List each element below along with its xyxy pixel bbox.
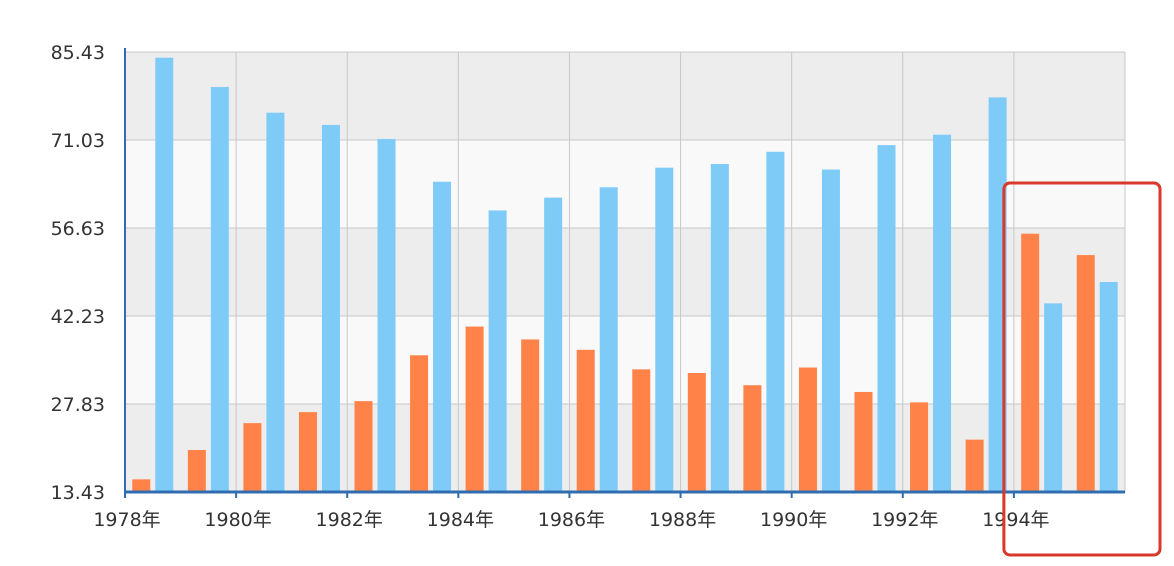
axes (124, 48, 1125, 498)
y-tick-label: 13.43 (51, 482, 105, 504)
x-tick-label: 1988年 (649, 509, 716, 531)
bar (155, 57, 174, 492)
bar (433, 181, 452, 492)
bar (187, 450, 206, 492)
bar (743, 385, 762, 492)
bar (1044, 303, 1063, 492)
highlight-rectangle (1002, 181, 1162, 557)
plot-band (125, 140, 1125, 228)
plot-band (125, 228, 1125, 316)
y-tick-label: 85.43 (51, 42, 105, 64)
bar (877, 145, 896, 493)
plot-band (125, 316, 1125, 404)
bar (354, 401, 373, 492)
y-tick-label: 56.63 (51, 218, 105, 240)
x-tick-label: 1980年 (204, 509, 271, 531)
x-tick-label: 1986年 (538, 509, 605, 531)
bar (1021, 233, 1040, 492)
bar (1099, 281, 1118, 492)
bar (910, 402, 929, 492)
x-tick-label: 1982年 (316, 509, 383, 531)
bar (210, 87, 229, 493)
plot-band (125, 404, 1125, 492)
x-tick-labels: 1978年 1980年 1982年 1984年 1986年 1988年 1990年 1992年… (93, 509, 1049, 531)
bar (798, 367, 817, 492)
bar (132, 479, 151, 492)
plot-background (125, 52, 1125, 492)
bar (410, 355, 429, 492)
y-tick-label: 27.83 (51, 394, 105, 416)
bar (965, 439, 984, 492)
bar (854, 391, 873, 492)
bar (243, 423, 262, 492)
bar (1076, 255, 1095, 492)
bar (266, 112, 285, 492)
y-tick-label: 42.23 (51, 306, 105, 328)
bar (599, 187, 618, 492)
bar (298, 412, 317, 492)
x-tick-label: 1984年 (427, 509, 494, 531)
y-tick-label: 71.03 (51, 130, 105, 152)
bar (766, 151, 785, 493)
plot-band (125, 52, 1125, 140)
bar (821, 169, 840, 492)
bar (377, 138, 396, 492)
bar (521, 339, 540, 492)
bar (988, 97, 1007, 493)
bars (132, 57, 1118, 493)
bar (544, 197, 563, 492)
x-tick-label: 1978年 (93, 509, 160, 531)
x-tick-label: 1994年 (982, 509, 1049, 531)
bar (710, 164, 729, 492)
x-tick-label: 1990年 (760, 509, 827, 531)
x-tick-label: 1992年 (871, 509, 938, 531)
bar (655, 167, 674, 492)
bar (576, 349, 595, 492)
bar (488, 210, 507, 492)
bar (933, 134, 952, 492)
bar (687, 373, 706, 492)
bar (632, 369, 651, 492)
y-tick-labels: 85.43 71.03 56.63 42.23 27.83 13.43 (51, 42, 105, 504)
bar (321, 124, 340, 493)
bar (465, 326, 484, 492)
highlight-box (1002, 181, 1162, 557)
